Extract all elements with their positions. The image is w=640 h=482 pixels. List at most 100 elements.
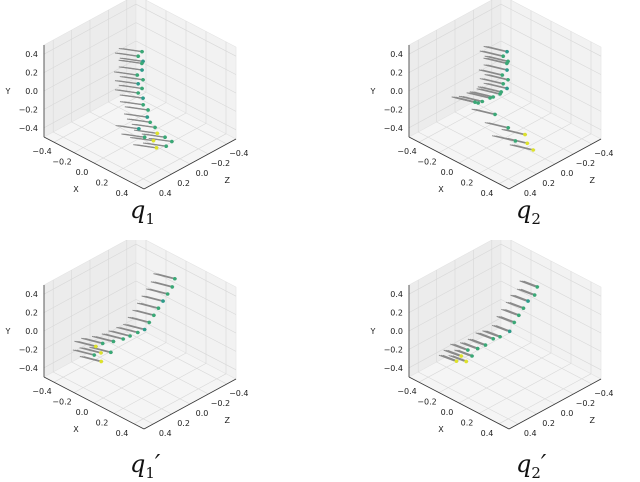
data-point bbox=[152, 313, 156, 318]
data-point bbox=[501, 82, 505, 86]
y-tick-label: −0.2 bbox=[384, 345, 403, 354]
z-axis-line bbox=[143, 138, 237, 190]
grid-line bbox=[89, 351, 191, 405]
z-tick-label: 0.0 bbox=[196, 409, 209, 418]
plot-svg: −0.4−0.20.00.20.4 0.40.20.0−0.2−0.4−0.4−0… bbox=[370, 0, 614, 198]
z-tick-label: 0.0 bbox=[561, 409, 574, 418]
x-tick-label: −0.2 bbox=[52, 158, 71, 167]
x-axis-label: X bbox=[438, 185, 444, 194]
z-axis-label: Z bbox=[589, 176, 595, 185]
data-point bbox=[99, 351, 103, 355]
data-point bbox=[498, 334, 502, 339]
data-point bbox=[505, 61, 509, 66]
vector-arrow bbox=[461, 342, 478, 350]
data-point bbox=[507, 329, 512, 334]
data-point bbox=[146, 108, 150, 112]
y-tick-label: 0.2 bbox=[25, 309, 38, 318]
vector-arrow bbox=[443, 349, 460, 357]
z-tick-label: 0.2 bbox=[177, 419, 190, 428]
data-point bbox=[505, 49, 509, 54]
data-point bbox=[521, 306, 526, 310]
z-axis-label: Z bbox=[224, 176, 230, 185]
data-point bbox=[480, 99, 485, 104]
y-tick-label: 0.4 bbox=[390, 290, 403, 299]
x-tick-label: 0.0 bbox=[441, 408, 454, 417]
vector-arrow bbox=[507, 301, 524, 309]
x-tick-label: −0.4 bbox=[397, 147, 416, 156]
grid-line bbox=[133, 133, 227, 185]
z-axis-label: Z bbox=[589, 416, 595, 425]
vector-arrow bbox=[521, 280, 538, 288]
data-point bbox=[121, 337, 125, 341]
caption-prime: ′ bbox=[540, 450, 547, 478]
data-point bbox=[491, 337, 495, 341]
vector-arrow bbox=[467, 338, 484, 346]
caption-q1: q1 bbox=[130, 196, 155, 228]
plot-svg: −0.4−0.20.00.20.4 0.40.20.0−0.2−0.4−0.4−0… bbox=[5, 240, 249, 438]
y-tick-label: −0.4 bbox=[384, 364, 403, 373]
vector-arrow bbox=[503, 308, 519, 316]
grid-line bbox=[436, 361, 537, 415]
data-point bbox=[483, 343, 488, 347]
x-tick-label: 0.0 bbox=[76, 408, 89, 417]
data-point bbox=[170, 285, 174, 289]
x-axis-line bbox=[408, 136, 510, 190]
vector-arrow bbox=[496, 315, 513, 323]
data-point bbox=[454, 359, 459, 363]
z-axis-line bbox=[508, 378, 602, 430]
data-point bbox=[473, 100, 477, 104]
data-point bbox=[140, 68, 144, 72]
data-point bbox=[525, 141, 530, 146]
data-point bbox=[170, 139, 174, 144]
grid-line bbox=[408, 262, 502, 313]
data-point bbox=[501, 54, 505, 58]
x-tick-label: 0.4 bbox=[481, 189, 494, 198]
vector-arrow bbox=[452, 343, 468, 351]
data-point bbox=[109, 350, 113, 355]
data-point bbox=[155, 131, 160, 136]
caption-q1-prime: q1′ bbox=[130, 450, 160, 482]
z-tick-label: −0.2 bbox=[211, 399, 230, 408]
grid-line bbox=[500, 262, 602, 315]
grid-line bbox=[408, 3, 502, 55]
data-point bbox=[141, 77, 145, 82]
z-tick-label: −0.4 bbox=[594, 389, 613, 398]
z-tick-label: −0.4 bbox=[594, 149, 613, 158]
data-point bbox=[161, 299, 165, 303]
data-point bbox=[94, 344, 98, 349]
data-point bbox=[140, 86, 144, 91]
grid-line bbox=[53, 131, 154, 185]
grid-line bbox=[43, 22, 137, 73]
data-point bbox=[136, 54, 140, 58]
data-point bbox=[532, 293, 537, 297]
grid-line bbox=[135, 22, 237, 75]
grid-line bbox=[135, 262, 237, 315]
vector-arrow bbox=[477, 332, 494, 340]
data-point bbox=[506, 77, 510, 82]
grid-line bbox=[436, 121, 537, 175]
data-point bbox=[147, 320, 151, 325]
data-point bbox=[141, 103, 145, 107]
x-tick-label: 0.4 bbox=[116, 189, 129, 198]
x-axis-line bbox=[408, 376, 510, 430]
z-tick-label: −0.4 bbox=[229, 389, 248, 398]
y-tick-label: 0.4 bbox=[25, 290, 38, 299]
y-tick-label: 0.2 bbox=[25, 69, 38, 78]
grid-line bbox=[71, 121, 172, 175]
grid-line bbox=[478, 363, 572, 414]
data-point bbox=[163, 135, 167, 139]
data-point bbox=[512, 320, 516, 325]
grid-line bbox=[113, 123, 207, 174]
data-point bbox=[136, 91, 140, 95]
x-tick-label: −0.4 bbox=[32, 147, 51, 156]
y-tick-label: 0.0 bbox=[390, 327, 403, 336]
x-tick-label: −0.4 bbox=[32, 387, 51, 396]
data-point bbox=[156, 306, 161, 310]
y-axis-label: Y bbox=[370, 327, 376, 336]
data-point bbox=[135, 330, 140, 335]
grid-line bbox=[500, 243, 602, 297]
z-tick-label: 0.4 bbox=[159, 429, 172, 438]
data-point bbox=[111, 339, 116, 344]
vector-arrow bbox=[448, 354, 465, 362]
grid-line bbox=[498, 133, 592, 185]
